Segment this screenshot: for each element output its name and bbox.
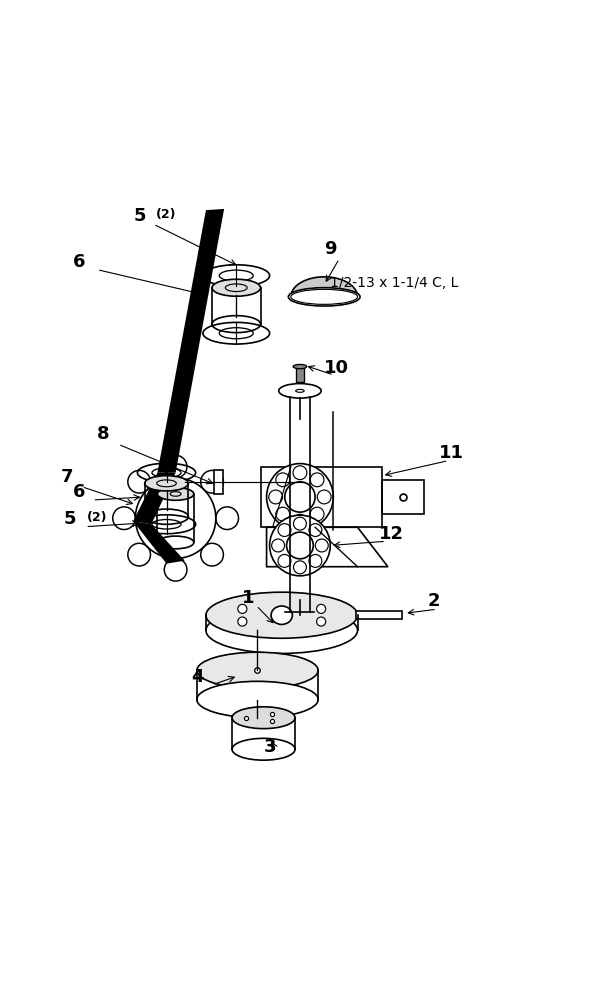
- Ellipse shape: [197, 681, 318, 718]
- Circle shape: [317, 490, 331, 504]
- Text: 4: 4: [191, 668, 203, 686]
- Circle shape: [278, 524, 291, 536]
- Ellipse shape: [288, 288, 360, 306]
- Polygon shape: [291, 277, 357, 297]
- Circle shape: [294, 517, 307, 530]
- Circle shape: [278, 554, 291, 567]
- Ellipse shape: [197, 652, 318, 689]
- Polygon shape: [133, 521, 185, 564]
- Circle shape: [294, 561, 307, 574]
- Circle shape: [238, 617, 247, 626]
- Text: 3: 3: [264, 738, 276, 756]
- Ellipse shape: [206, 607, 357, 653]
- Polygon shape: [157, 209, 224, 473]
- Text: 2: 2: [427, 592, 440, 610]
- Text: 8: 8: [97, 425, 110, 443]
- Circle shape: [272, 539, 285, 552]
- Circle shape: [316, 604, 326, 613]
- Bar: [382, 480, 424, 514]
- Text: 6: 6: [72, 483, 85, 501]
- Text: 7: 7: [61, 468, 73, 486]
- Polygon shape: [133, 473, 176, 524]
- Circle shape: [309, 554, 322, 567]
- Circle shape: [276, 473, 289, 487]
- Circle shape: [238, 604, 247, 613]
- Ellipse shape: [206, 592, 357, 638]
- Ellipse shape: [232, 738, 295, 760]
- Text: 1/2-13 x 1-1/4 C, L: 1/2-13 x 1-1/4 C, L: [330, 276, 458, 290]
- Circle shape: [267, 464, 334, 530]
- Circle shape: [269, 490, 283, 504]
- Circle shape: [310, 473, 324, 487]
- Circle shape: [276, 507, 289, 521]
- Circle shape: [270, 515, 330, 576]
- Text: 6: 6: [72, 253, 85, 271]
- Bar: [356, 611, 401, 619]
- Bar: [214, 470, 223, 494]
- Circle shape: [310, 507, 324, 521]
- Text: (2): (2): [156, 208, 177, 221]
- Circle shape: [285, 482, 315, 512]
- Ellipse shape: [278, 384, 321, 398]
- Text: 12: 12: [379, 525, 404, 543]
- Ellipse shape: [296, 389, 304, 392]
- Circle shape: [293, 466, 307, 480]
- Text: 9: 9: [324, 240, 337, 258]
- Text: 5: 5: [64, 510, 76, 528]
- Ellipse shape: [271, 606, 293, 624]
- Circle shape: [286, 532, 313, 559]
- Circle shape: [316, 617, 326, 626]
- Text: 11: 11: [439, 444, 465, 462]
- Ellipse shape: [144, 476, 188, 491]
- Ellipse shape: [293, 364, 307, 369]
- Text: 1: 1: [242, 589, 255, 607]
- Circle shape: [309, 524, 322, 536]
- Ellipse shape: [232, 707, 295, 729]
- Text: 5: 5: [133, 207, 146, 225]
- Text: 10: 10: [324, 359, 349, 377]
- Circle shape: [293, 514, 307, 528]
- Ellipse shape: [212, 279, 261, 296]
- Bar: [296, 367, 304, 382]
- Text: (2): (2): [86, 511, 107, 524]
- Ellipse shape: [157, 488, 194, 500]
- Circle shape: [315, 539, 328, 552]
